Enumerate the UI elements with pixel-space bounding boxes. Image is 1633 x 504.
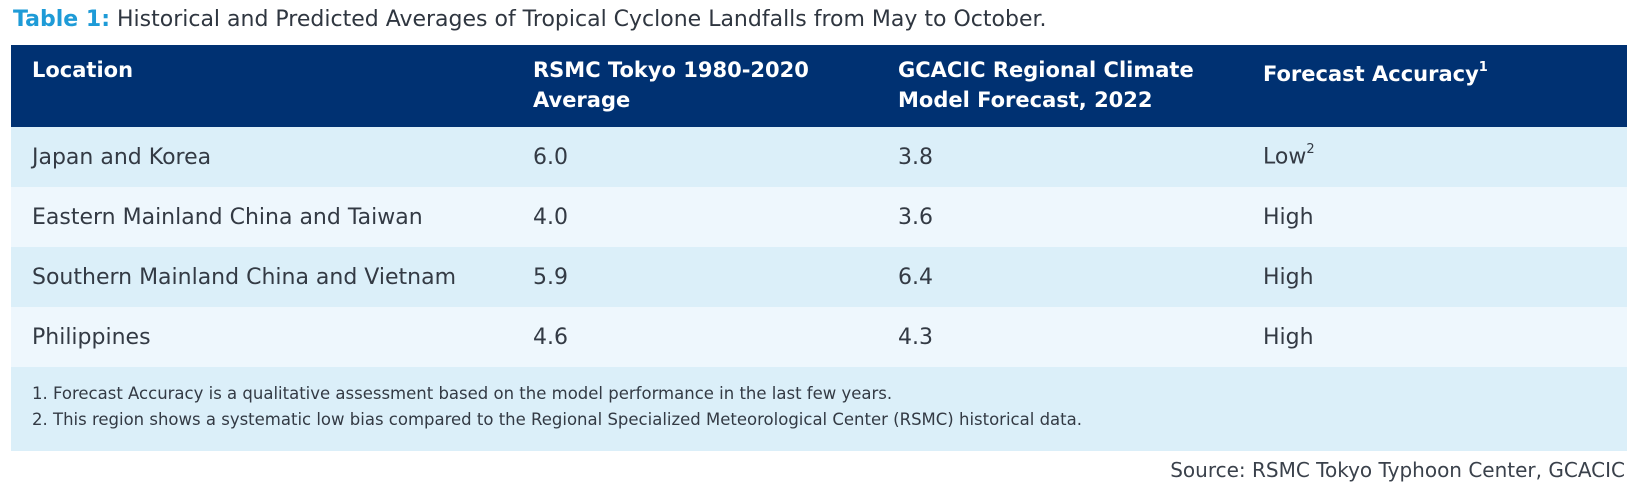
table-row: Philippines 4.6 4.3 High	[11, 307, 1627, 367]
table-row: Eastern Mainland China and Taiwan 4.0 3.…	[11, 187, 1627, 247]
header-location: Location	[11, 45, 533, 127]
table-header-row: Location RSMC Tokyo 1980-2020 Average GC…	[11, 45, 1627, 127]
cell-historical: 6.0	[533, 144, 568, 170]
source-credit: Source: RSMC Tokyo Typhoon Center, GCACI…	[1170, 458, 1625, 482]
header-historical: RSMC Tokyo 1980-2020 Average	[533, 45, 898, 127]
table-title-label: Table 1:	[13, 7, 110, 32]
header-forecast-label: GCACIC Regional Climate Model Forecast, …	[898, 58, 1194, 112]
table-title-text: Historical and Predicted Averages of Tro…	[110, 7, 1047, 32]
cell-accuracy: High	[1263, 204, 1314, 230]
cell-accuracy: Low2	[1263, 142, 1627, 170]
table-row: Southern Mainland China and Vietnam 5.9 …	[11, 247, 1627, 307]
cell-forecast: 6.4	[898, 264, 933, 290]
header-forecast: GCACIC Regional Climate Model Forecast, …	[898, 45, 1263, 127]
header-accuracy-footnote-mark: 1	[1478, 60, 1488, 75]
cell-forecast: 3.6	[898, 204, 933, 230]
footnote-1: 1. Forecast Accuracy is a qualitative as…	[32, 384, 893, 403]
cell-historical: 4.0	[533, 204, 568, 230]
data-table: Location RSMC Tokyo 1980-2020 Average GC…	[11, 45, 1627, 451]
cell-location: Southern Mainland China and Vietnam	[32, 264, 456, 290]
table-title: Table 1: Historical and Predicted Averag…	[13, 5, 1047, 35]
cell-location: Philippines	[32, 324, 151, 350]
cell-location: Eastern Mainland China and Taiwan	[32, 204, 423, 230]
header-historical-label: RSMC Tokyo 1980-2020 Average	[533, 58, 809, 112]
cell-forecast: 3.8	[898, 144, 933, 170]
cell-forecast: 4.3	[898, 324, 933, 350]
cell-accuracy: High	[1263, 324, 1314, 350]
cell-location: Japan and Korea	[32, 144, 212, 170]
footnote-2: 2. This region shows a systematic low bi…	[32, 410, 1082, 429]
header-location-label: Location	[32, 58, 134, 82]
cell-historical: 5.9	[533, 264, 568, 290]
table-row: Japan and Korea 6.0 3.8 Low2	[11, 127, 1627, 187]
cell-historical: 4.6	[533, 324, 568, 350]
cell-accuracy: High	[1263, 264, 1314, 290]
header-accuracy-label: Forecast Accuracy	[1263, 62, 1479, 86]
cell-accuracy-value: Low	[1263, 144, 1307, 170]
cell-accuracy-footnote-mark: 2	[1306, 142, 1315, 158]
header-accuracy: Forecast Accuracy1	[1263, 45, 1627, 127]
table-footnotes: 1. Forecast Accuracy is a qualitative as…	[11, 367, 1627, 451]
